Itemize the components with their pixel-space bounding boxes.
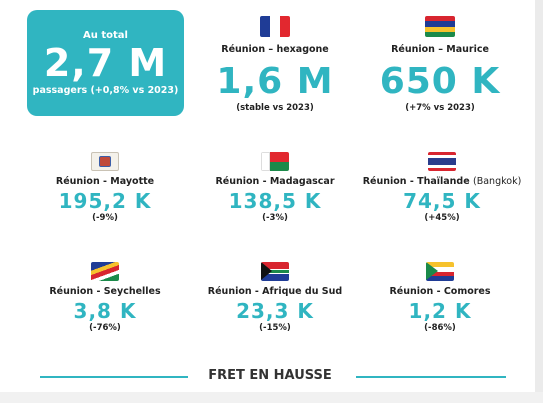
divider-left: [40, 376, 188, 378]
right-border: [535, 0, 543, 403]
route-delta: (+45%): [424, 213, 460, 223]
route-label: Réunion – hexagone: [221, 44, 329, 55]
france-flag-icon: [260, 16, 290, 37]
route-value: 195,2 K: [58, 189, 152, 213]
divider-right: [356, 376, 506, 378]
comoros-flag-icon: [426, 262, 454, 281]
route-value: 1,6 M: [216, 61, 334, 102]
bottom-band: [0, 392, 543, 403]
thailand-flag-icon: [428, 152, 456, 171]
route-card-hexagone: Réunion – hexagone 1,6 M (stable vs 2023…: [205, 16, 345, 113]
route-card-thailande: Réunion - Thaïlande (Bangkok) 74,5 K (+4…: [357, 152, 527, 223]
route-value: 74,5 K: [403, 189, 481, 213]
total-passengers-card: Au total 2,7 M passagers (+0,8% vs 2023): [27, 10, 184, 116]
route-value: 138,5 K: [228, 189, 322, 213]
route-delta: (-86%): [424, 323, 456, 333]
route-label: Réunion – Maurice: [391, 44, 489, 55]
mauritius-flag-icon: [425, 16, 455, 37]
route-label-main: Réunion - Thaïlande: [362, 176, 470, 187]
route-delta: (-15%): [259, 323, 291, 333]
route-card-comores: Réunion - Comores 1,2 K (-86%): [370, 262, 510, 333]
south-africa-flag-icon: [261, 262, 289, 281]
total-label: Au total: [83, 30, 128, 41]
route-label: Réunion - Thaïlande (Bangkok): [363, 176, 522, 187]
route-card-mayotte: Réunion - Mayotte 195,2 K (-9%): [40, 152, 170, 223]
mayotte-flag-icon: [91, 152, 119, 171]
route-value: 23,3 K: [236, 299, 314, 323]
route-card-maurice: Réunion – Maurice 650 K (+7% vs 2023): [370, 16, 510, 113]
route-label: Réunion - Afrique du Sud: [207, 286, 343, 297]
route-label: Réunion - Comores: [389, 286, 491, 297]
seychelles-flag-icon: [91, 262, 119, 281]
total-value: 2,7 M: [43, 41, 168, 85]
route-card-madagascar: Réunion - Madagascar 138,5 K (-3%): [205, 152, 345, 223]
route-label-paren: (Bangkok): [473, 176, 522, 187]
route-delta: (-9%): [92, 213, 118, 223]
route-label: Réunion - Seychelles: [49, 286, 161, 297]
route-card-seychelles: Réunion - Seychelles 3,8 K (-76%): [40, 262, 170, 333]
route-label: Réunion - Madagascar: [215, 176, 335, 187]
route-value: 3,8 K: [73, 299, 137, 323]
route-delta: (-3%): [262, 213, 288, 223]
madagascar-flag-icon: [261, 152, 289, 171]
section-title: FRET EN HAUSSE: [208, 368, 332, 383]
route-card-afrique-du-sud: Réunion - Afrique du Sud 23,3 K (-15%): [200, 262, 350, 333]
route-delta: (-76%): [89, 323, 121, 333]
route-delta: (stable vs 2023): [236, 103, 314, 113]
route-label: Réunion - Mayotte: [55, 176, 155, 187]
route-delta: (+7% vs 2023): [405, 103, 475, 113]
route-value: 1,2 K: [408, 299, 472, 323]
total-subtitle: passagers (+0,8% vs 2023): [32, 85, 179, 96]
route-value: 650 K: [379, 61, 501, 102]
